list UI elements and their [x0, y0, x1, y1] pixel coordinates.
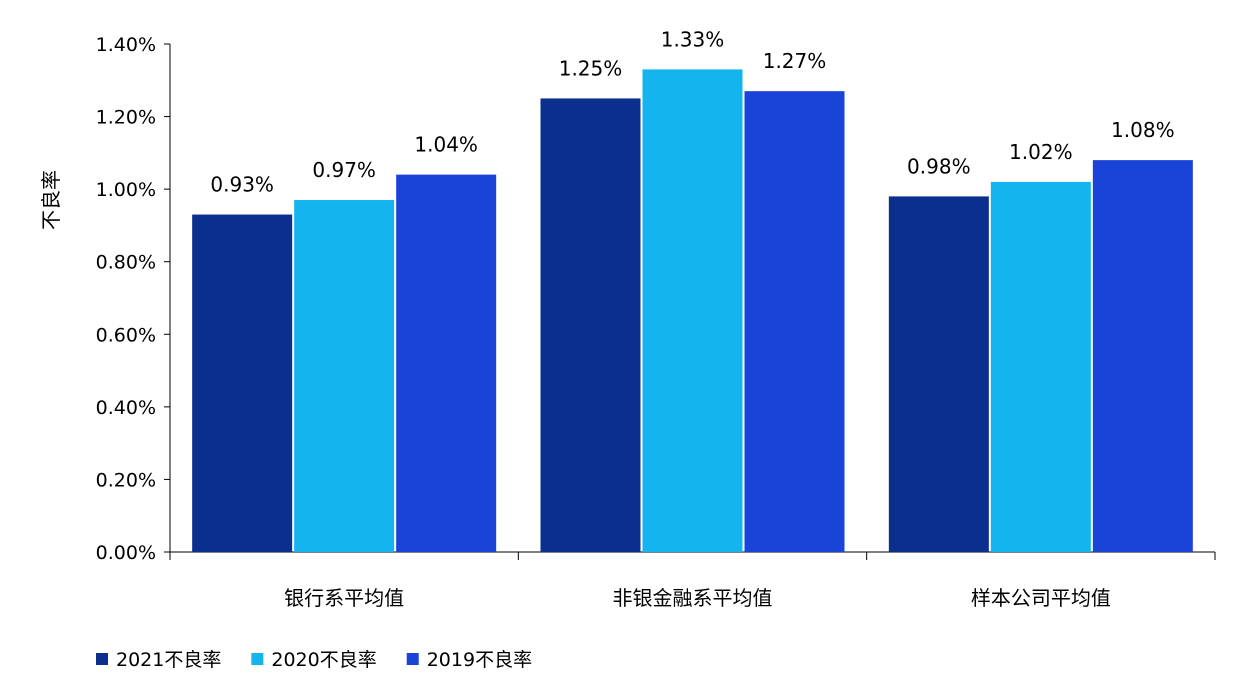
legend-label: 2019不良率 [427, 649, 532, 671]
data-label: 1.08% [1111, 118, 1175, 142]
data-label: 0.98% [907, 154, 971, 178]
bar [294, 200, 395, 552]
bar [540, 98, 641, 552]
legend-swatch [251, 653, 264, 665]
x-tick-label: 银行系平均值 [284, 586, 404, 610]
data-labels: 0.93% 1.25% 0.98% 0.97% 1.33% 1.02% 1.04% 1.27%… [210, 27, 1174, 196]
data-label: 1.33% [661, 27, 725, 51]
y-tick-label: 1.40% [96, 34, 156, 56]
bar [990, 181, 1091, 552]
legend: 2021不良率 2020不良率 2019不良率 [96, 649, 532, 671]
data-label: 1.27% [763, 49, 827, 73]
y-axis-label: 不良率 [39, 170, 63, 230]
data-label: 1.25% [559, 56, 623, 80]
legend-label: 2021不良率 [116, 649, 221, 671]
x-tick-label: 非银金融系平均值 [613, 586, 773, 610]
bar [888, 196, 989, 552]
bar [1092, 160, 1193, 552]
legend-label: 2020不良率 [271, 649, 376, 671]
y-tick-label: 0.00% [96, 542, 156, 564]
data-label: 1.04% [414, 133, 478, 157]
y-tick-label: 0.60% [96, 324, 156, 346]
data-label: 0.97% [312, 158, 376, 182]
x-tick-label: 样本公司平均值 [971, 586, 1111, 610]
y-tick-label: 1.00% [96, 179, 156, 201]
legend-swatch [406, 653, 419, 665]
bar [396, 174, 497, 552]
y-tick-label: 0.20% [96, 469, 156, 491]
axes: 0.00% 0.20% 0.40% 0.60% 0.80% 1.00% 1.20% 1.40%… [96, 34, 1216, 610]
bars [192, 69, 1193, 553]
y-tick-label: 1.20% [96, 107, 156, 129]
y-tick-label: 0.80% [96, 252, 156, 274]
bar [192, 214, 293, 553]
bar [642, 69, 743, 553]
data-label: 1.02% [1009, 140, 1073, 164]
y-tick-label: 0.40% [96, 397, 156, 419]
legend-swatch [96, 653, 108, 665]
bar [744, 91, 845, 553]
data-label: 0.93% [210, 173, 274, 197]
